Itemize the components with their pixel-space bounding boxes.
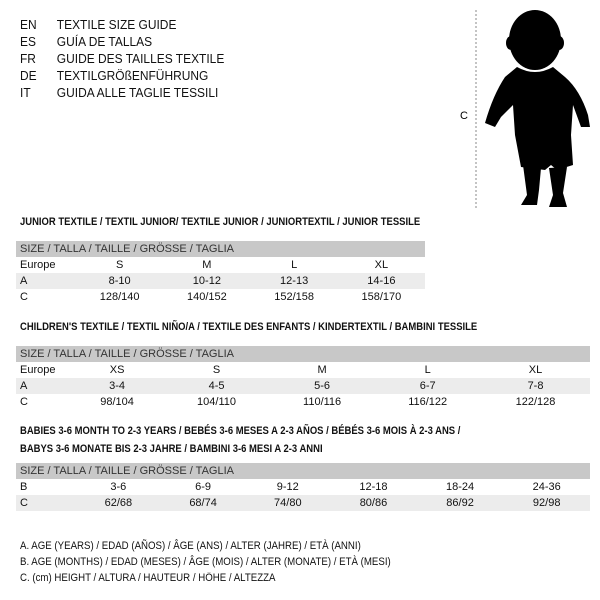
child-silhouette-icon [485, 10, 590, 207]
height-measure-label: C [460, 110, 468, 122]
language-guide-title: TEXTILGRÖßENFÜHRUNG [56, 68, 209, 83]
junior-section-title: JUNIOR TEXTILE / TEXTIL JUNIOR/ TEXTILE … [20, 216, 421, 228]
language-guide-title: TEXTILE SIZE GUIDE [56, 17, 177, 32]
table-cell: 62/68 [76, 495, 161, 511]
row-label: Europe [20, 364, 56, 376]
table-cell: 12-13 [250, 273, 338, 289]
table-cell: XS [109, 364, 125, 376]
table-row: A 3-4 4-5 5-6 6-7 7-8 [16, 378, 590, 394]
table-cell: 8-10 [76, 273, 164, 289]
row-label: C [16, 495, 76, 511]
babies-section-title-line2: BABYS 3-6 MONATE BIS 2-3 JAHRE / BAMBINI… [20, 443, 323, 455]
table-cell: 3-4 [71, 378, 164, 394]
table-cell: S [212, 364, 221, 376]
size-header: SIZE / TALLA / TAILLE / GRÖSSE / TAGLIA [16, 346, 590, 362]
table-cell: 158/170 [361, 291, 402, 303]
babies-section-title-line1: BABIES 3-6 MONTH TO 2-3 YEARS / BEBÉS 3-… [20, 425, 461, 437]
table-row: Europe XS S M L XL [16, 362, 590, 378]
junior-size-table: SIZE / TALLA / TAILLE / GRÖSSE / TAGLIA E… [16, 241, 425, 305]
table-row: B 3-6 6-9 9-12 12-18 18-24 24-36 [16, 479, 590, 495]
table-row: C 128/140 140/152 152/158 158/170 [16, 289, 425, 305]
table-cell: 116/122 [408, 396, 448, 408]
table-cell: 104/110 [197, 396, 236, 408]
table-header-row: SIZE / TALLA / TAILLE / GRÖSSE / TAGLIA [16, 346, 590, 362]
language-guide-title: GUIDE DES TAILLES TEXTILE [56, 51, 225, 66]
table-cell: XL [528, 364, 543, 376]
legend-a: A. AGE (YEARS) / EDAD (AÑOS) / ÂGE (ANS)… [20, 540, 361, 552]
table-cell: 80/86 [330, 495, 417, 511]
table-cell: 12-18 [359, 481, 388, 493]
table-cell: 6-9 [195, 481, 212, 493]
table-cell: 3-6 [110, 481, 127, 493]
table-cell: 152/158 [274, 291, 314, 303]
children-size-table: SIZE / TALLA / TAILLE / GRÖSSE / TAGLIA E… [16, 346, 590, 410]
language-item: ES GUÍA DE TALLAS [20, 33, 152, 50]
table-cell: M [202, 259, 212, 271]
row-label: B [20, 481, 28, 493]
table-cell: M [317, 364, 327, 376]
table-cell: 98/104 [100, 396, 134, 408]
table-row: C 98/104 104/110 110/116 116/122 122/128 [16, 394, 590, 410]
language-code: FR [20, 51, 36, 66]
language-code: IT [20, 85, 31, 100]
table-cell: S [115, 259, 124, 271]
row-label: A [16, 273, 76, 289]
table-cell: 86/92 [416, 495, 504, 511]
children-section-title: CHILDREN'S TEXTILE / TEXTIL NIÑO/A / TEX… [20, 321, 478, 333]
language-guide-title: GUIDA ALLE TAGLIE TESSILI [56, 85, 219, 100]
language-item: FR GUIDE DES TAILLES TEXTILE [20, 50, 224, 67]
child-silhouette-figure: C [460, 10, 590, 210]
legend-c: C. (cm) HEIGHT / ALTURA / HAUTEUR / HÖHE… [20, 572, 276, 584]
table-cell: 10-12 [163, 273, 251, 289]
table-cell: 140/152 [186, 291, 227, 303]
legend-b: B. AGE (MONTHS) / EDAD (MESES) / ÂGE (MO… [20, 556, 391, 568]
table-cell: 7-8 [481, 378, 590, 394]
row-label: C [20, 396, 28, 408]
size-header: SIZE / TALLA / TAILLE / GRÖSSE / TAGLIA [16, 241, 425, 257]
babies-size-table: SIZE / TALLA / TAILLE / GRÖSSE / TAGLIA B… [16, 463, 590, 511]
language-code: EN [20, 17, 37, 32]
table-cell: 74/80 [245, 495, 331, 511]
language-item: IT GUIDA ALLE TAGLIE TESSILI [20, 84, 218, 101]
row-label: A [16, 378, 71, 394]
table-row: A 8-10 10-12 12-13 14-16 [16, 273, 425, 289]
size-header: SIZE / TALLA / TAILLE / GRÖSSE / TAGLIA [16, 463, 590, 479]
language-guide-title: GUÍA DE TALLAS [56, 34, 153, 49]
language-item: DE TEXTILGRÖßENFÜHRUNG [20, 67, 208, 84]
table-cell: 68/74 [160, 495, 246, 511]
table-cell: L [424, 364, 431, 376]
language-item: EN TEXTILE SIZE GUIDE [20, 16, 176, 33]
table-cell: 9-12 [276, 481, 299, 493]
table-cell: 24-36 [532, 481, 561, 493]
table-cell: 128/140 [99, 291, 140, 303]
language-code: ES [20, 34, 36, 49]
table-cell: 14-16 [337, 273, 425, 289]
table-header-row: SIZE / TALLA / TAILLE / GRÖSSE / TAGLIA [16, 463, 590, 479]
table-cell: 110/116 [303, 396, 342, 408]
table-cell: 5-6 [269, 378, 375, 394]
table-cell: 122/128 [515, 396, 556, 408]
table-cell: L [291, 259, 298, 271]
table-cell: 6-7 [374, 378, 482, 394]
table-cell: 4-5 [163, 378, 270, 394]
table-row: C 62/68 68/74 74/80 80/86 86/92 92/98 [16, 495, 590, 511]
row-label: Europe [20, 259, 56, 271]
table-cell: 92/98 [503, 495, 590, 511]
table-cell: XL [374, 259, 389, 271]
row-label: C [20, 291, 28, 303]
table-row: Europe S M L XL [16, 257, 425, 273]
table-cell: 18-24 [445, 481, 475, 493]
language-code: DE [20, 68, 37, 83]
table-header-row: SIZE / TALLA / TAILLE / GRÖSSE / TAGLIA [16, 241, 425, 257]
